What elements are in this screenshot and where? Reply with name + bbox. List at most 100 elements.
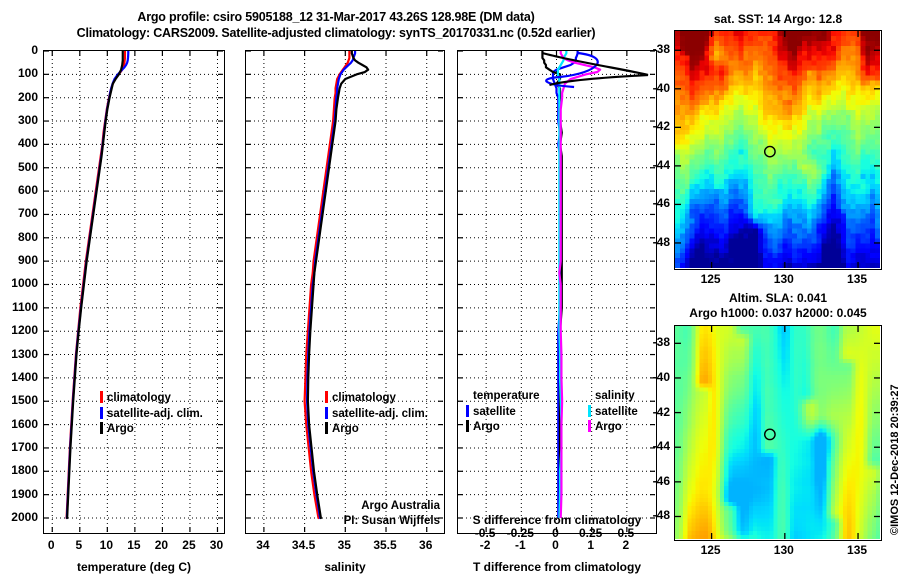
sla-lat-tick-44: -44 — [652, 439, 670, 454]
legend-label-temperature-argo: Argo — [473, 421, 500, 433]
depth-tick-2000: 2000 — [11, 509, 38, 524]
sla-map — [675, 326, 880, 539]
legend-swatch-climatology — [100, 391, 103, 403]
sst-map-frame — [674, 30, 882, 270]
sst-map-title: sat. SST: 14 Argo: 12.8 — [713, 12, 843, 26]
legend-item-climatology: climatology — [100, 390, 203, 406]
sla-lat-tick-46: -46 — [652, 473, 670, 488]
temperature-tick-0: 0 — [47, 538, 55, 552]
temperature-tick-15: 15 — [127, 538, 141, 552]
salinity-legend: climatology satellite-adj. clim. Argo — [325, 390, 428, 437]
temperature-tick-20: 20 — [154, 538, 169, 552]
legend-swatch-argo-sal — [325, 422, 328, 434]
difference-plot-frame — [457, 50, 657, 534]
difference-tick-bottom--2: -2 — [479, 538, 491, 552]
difference-profile-chart — [458, 51, 655, 532]
temperature-axis-label: temperature (deg C) — [76, 560, 192, 574]
legend-swatch-satellite-adj-sal — [325, 406, 328, 419]
legend-label-salinity-argo: Argo — [595, 421, 622, 433]
legend-item-salinity-satellite: satellite — [588, 404, 638, 420]
sst-map — [675, 31, 880, 268]
legend-swatch-temperature-satellite — [466, 404, 469, 417]
sst-lon-tick-135: 135 — [847, 272, 868, 286]
sst-lat-tick-40: -40 — [652, 80, 670, 95]
legend-label-satellite-adj-sal: satellite-adj. clim. — [332, 407, 428, 420]
legend-label-climatology: climatology — [107, 392, 171, 404]
legend-label-climatology-sal: climatology — [332, 392, 396, 404]
sla-map-frame — [674, 325, 882, 541]
temperature-tick-30: 30 — [209, 538, 224, 552]
salinity-profile-chart — [246, 51, 443, 532]
page-title-line1: Argo profile: csiro 5905188_12 31-Mar-20… — [137, 10, 535, 24]
depth-tick-1200: 1200 — [11, 323, 38, 338]
depth-tick-1000: 1000 — [11, 276, 38, 291]
legend-item-temperature-argo: Argo — [466, 419, 539, 435]
difference-tick-top-2: 0 — [552, 526, 559, 540]
temperature-tick-5: 5 — [75, 538, 83, 552]
legend-item-satellite-adj: satellite-adj. clim. — [100, 406, 203, 422]
legend-item-argo-sal: Argo — [325, 421, 428, 437]
depth-tick-500: 500 — [17, 159, 38, 174]
sst-lon-tick-125: 125 — [700, 272, 721, 286]
sst-lat-tick-38: -38 — [652, 42, 670, 57]
depth-tick-1500: 1500 — [11, 393, 38, 408]
temperature-tick-10: 10 — [99, 538, 113, 552]
sst-lon-tick-130: 130 — [773, 272, 794, 286]
depth-tick-1900: 1900 — [11, 486, 38, 501]
sst-lat-tick-42: -42 — [652, 119, 670, 134]
attribution-org: Argo Australia — [361, 500, 440, 512]
difference-tick-top-4: 0.5 — [617, 526, 635, 540]
temperature-tick-25: 25 — [182, 538, 196, 552]
copyright-watermark: ©IMOS 12-Dec-2018 20:39:27 — [889, 384, 900, 535]
difference-tick-bottom-1: 1 — [587, 538, 595, 552]
depth-tick-700: 700 — [17, 206, 38, 221]
legend-swatch-temperature-argo — [466, 420, 469, 432]
difference-legend-temperature: temperature satellite Argo — [466, 390, 539, 435]
depth-tick-600: 600 — [17, 183, 38, 198]
depth-tick-100: 100 — [17, 66, 38, 81]
legend-swatch-salinity-argo — [588, 420, 591, 432]
sla-map-title-line1: Altim. SLA: 0.041 — [728, 291, 828, 305]
difference-axis-label-top: S difference from climatology — [472, 513, 642, 527]
sla-lat-tick-38: -38 — [652, 335, 670, 350]
legend-item-satellite-adj-sal: satellite-adj. clim. — [325, 406, 428, 422]
depth-tick-1100: 1100 — [11, 299, 38, 314]
sla-lon-tick-135: 135 — [847, 543, 868, 557]
sla-lat-tick-42: -42 — [652, 404, 670, 419]
legend-heading-temperature: temperature — [473, 390, 540, 402]
depth-tick-1800: 1800 — [11, 463, 38, 478]
salinity-tick-34: 34 — [256, 538, 270, 552]
depth-tick-1600: 1600 — [11, 416, 38, 431]
legend-swatch-salinity-satellite — [588, 404, 591, 417]
legend-label-salinity-satellite: satellite — [595, 405, 638, 418]
difference-tick-bottom--1: -1 — [514, 538, 526, 552]
legend-heading-salinity: salinity — [595, 390, 635, 402]
difference-tick-top-1: -0.25 — [506, 526, 534, 540]
depth-tick-900: 900 — [17, 253, 38, 268]
legend-swatch-argo — [100, 422, 103, 434]
legend-swatch-satellite-adj — [100, 406, 103, 419]
depth-tick-1700: 1700 — [11, 439, 38, 454]
salinity-axis-label: salinity — [324, 560, 366, 574]
difference-axis-label-bottom: T difference from climatology — [472, 560, 642, 574]
salinity-plot-frame — [245, 50, 445, 534]
sla-lon-tick-125: 125 — [700, 543, 721, 557]
legend-label-satellite-adj: satellite-adj. clim. — [107, 407, 203, 420]
temperature-profile-chart — [44, 51, 223, 532]
salinity-tick-35: 35 — [337, 538, 351, 552]
difference-tick-top-0: -0.5 — [474, 526, 496, 540]
difference-tick-top-3: 0.25 — [578, 526, 603, 540]
legend-item-argo: Argo — [100, 421, 203, 437]
difference-legend-salinity: salinity satellite Argo — [588, 390, 638, 435]
legend-label-argo: Argo — [107, 423, 134, 435]
page-title-line2: Climatology: CARS2009. Satellite-adjuste… — [76, 26, 596, 40]
sst-lat-tick-46: -46 — [652, 196, 670, 211]
legend-label-argo-sal: Argo — [332, 423, 359, 435]
sla-map-title-line2: Argo h1000: 0.037 h2000: 0.045 — [689, 306, 867, 320]
attribution-pi: PI: Susan Wijffels — [343, 515, 440, 527]
depth-tick-400: 400 — [17, 136, 38, 151]
sst-lat-tick-48: -48 — [652, 234, 670, 249]
temperature-legend: climatology satellite-adj. clim. Argo — [100, 390, 203, 437]
legend-item-climatology-sal: climatology — [325, 390, 428, 406]
depth-tick-1300: 1300 — [11, 346, 38, 361]
